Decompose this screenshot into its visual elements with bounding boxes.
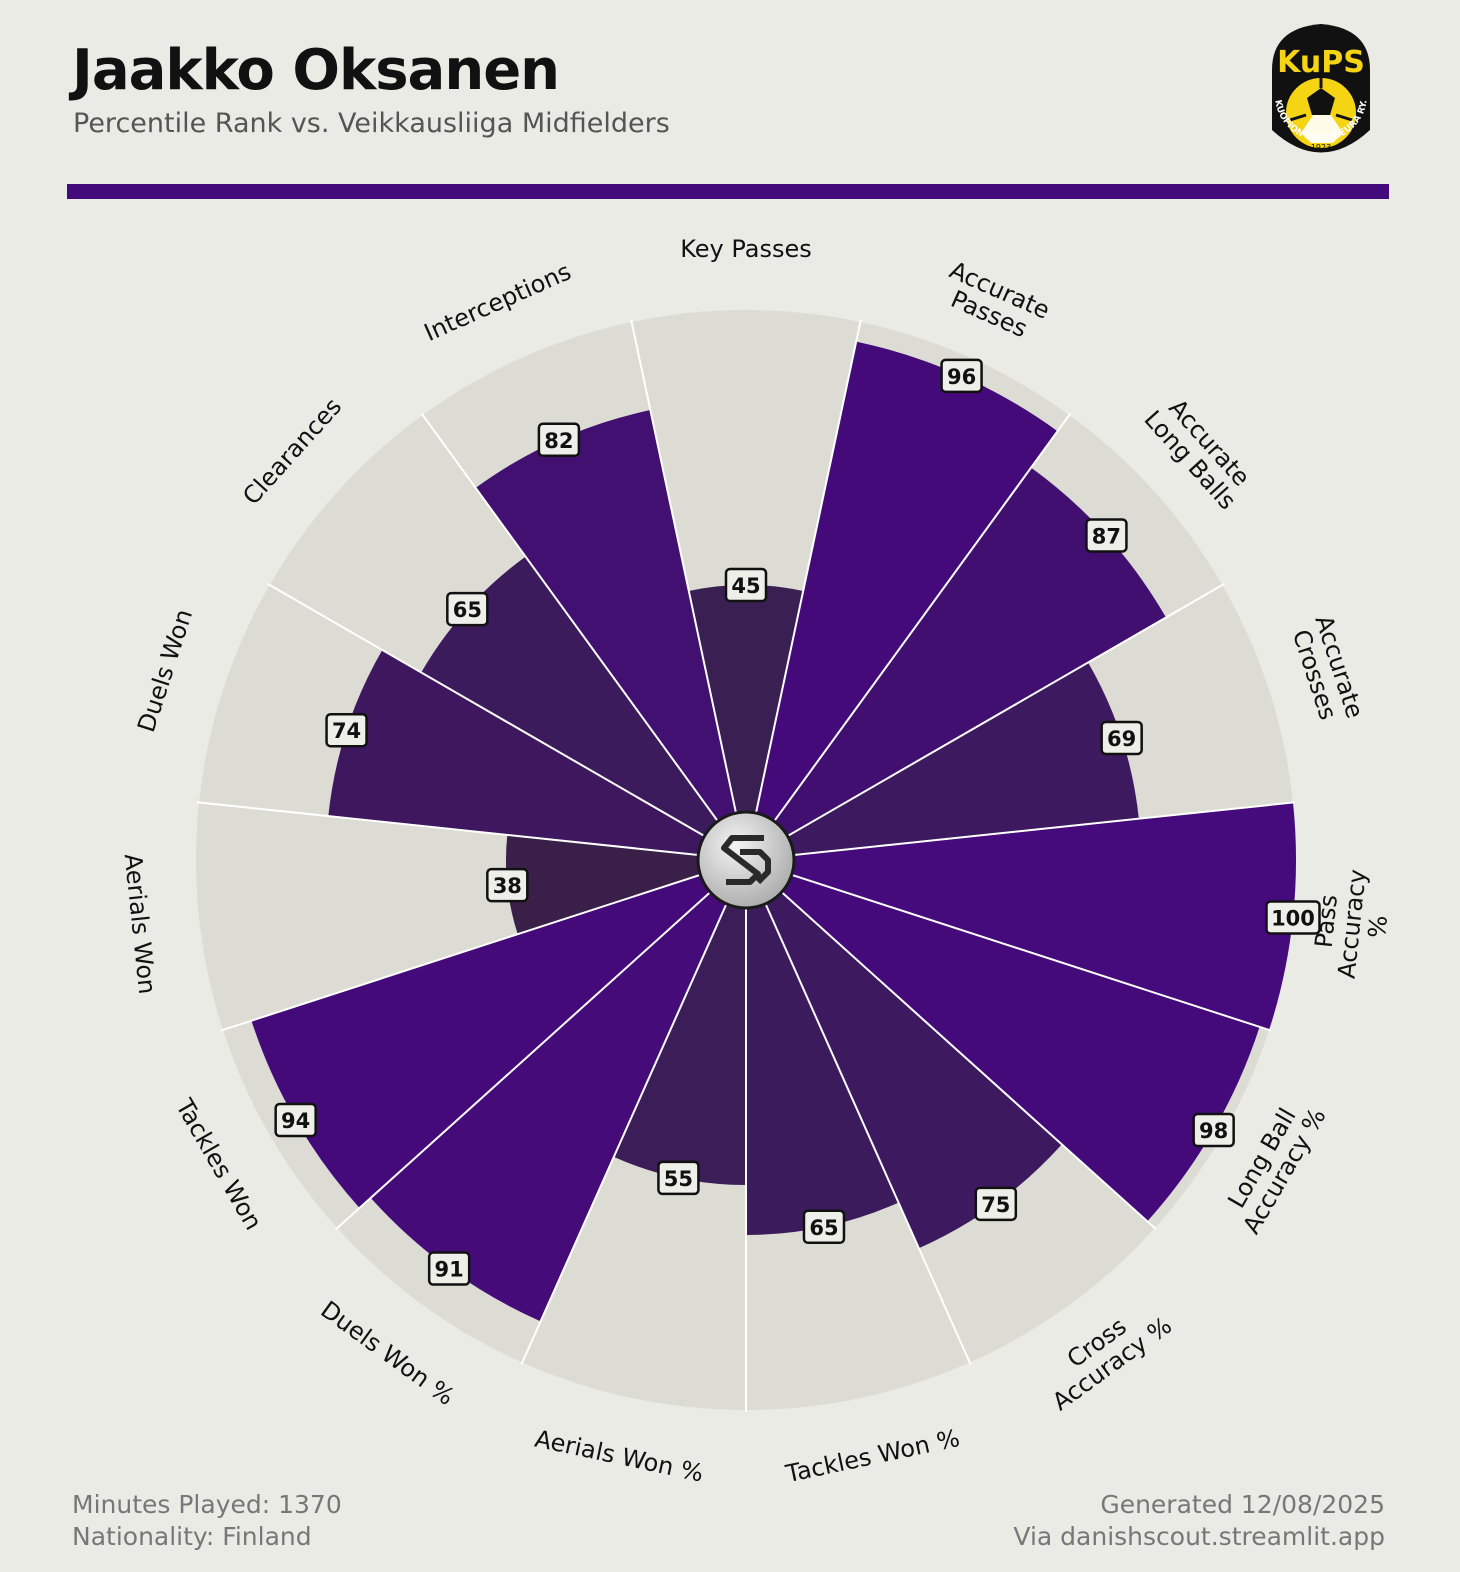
value-label: 91 — [435, 1258, 464, 1282]
value-label: 55 — [664, 1167, 693, 1191]
bar — [746, 341, 1058, 860]
value-label: 82 — [544, 429, 573, 453]
value-box — [427, 1251, 471, 1286]
value-box — [446, 591, 489, 627]
bar — [506, 834, 746, 935]
divider — [67, 184, 1389, 199]
separator — [520, 859, 747, 1365]
bar — [613, 860, 746, 1185]
bar — [328, 650, 746, 860]
value-label: 96 — [947, 365, 976, 389]
subtitle: Percentile Rank vs. Veikkausliiga Midfie… — [73, 108, 670, 139]
value-box — [1192, 1112, 1235, 1148]
value-labels: 45 96 87 69 100 98 75 65 55 91 94 38 74 65 82 — [274, 358, 1321, 1286]
separator — [220, 859, 747, 1032]
value-label: 65 — [453, 598, 482, 622]
value-box — [657, 1160, 700, 1196]
value-label: 69 — [1107, 727, 1136, 751]
value-box — [486, 867, 529, 903]
separator — [745, 583, 1225, 861]
minutes: Minutes Played: 1370 — [72, 1490, 342, 1519]
separator — [745, 859, 1157, 1231]
center-logo — [696, 810, 796, 910]
bar — [421, 556, 746, 860]
separator — [335, 859, 747, 1231]
value-box — [325, 712, 368, 748]
category-label: Key Passes — [680, 235, 812, 264]
separator — [745, 859, 972, 1365]
separator — [745, 319, 862, 861]
separator — [420, 412, 747, 861]
generated: Generated 12/08/2025 — [1100, 1490, 1385, 1519]
logo-text: KuPS — [1277, 45, 1365, 80]
bar — [370, 860, 746, 1322]
bar — [475, 410, 746, 860]
hub — [696, 810, 796, 910]
value-label: 100 — [1271, 906, 1315, 930]
value-label: 87 — [1092, 524, 1121, 548]
hub-mark — [721, 835, 771, 885]
bar — [746, 860, 1260, 1222]
separator — [745, 859, 1272, 1032]
bar — [746, 860, 899, 1235]
bar — [746, 662, 1139, 860]
value-label: 75 — [981, 1193, 1010, 1217]
value-box — [1100, 720, 1143, 756]
separators — [196, 319, 1296, 1412]
value-label: 74 — [332, 719, 361, 743]
logo-year: 1923 — [1311, 143, 1331, 152]
value-label: 45 — [731, 574, 760, 598]
separator — [745, 801, 1296, 861]
source: Via danishscout.streamlit.app — [1013, 1522, 1385, 1551]
value-label: 98 — [1199, 1119, 1228, 1143]
value-label: 94 — [281, 1109, 310, 1133]
club-logo: KuPS 1923 KUOPION PALLOSEURA RY. — [1272, 24, 1370, 153]
value-box — [974, 1186, 1018, 1222]
title: Jaakko Oksanen — [72, 38, 560, 103]
value-box — [724, 567, 768, 603]
separator — [630, 319, 747, 861]
value-label: 38 — [493, 874, 522, 898]
value-box — [274, 1102, 317, 1138]
separator — [745, 412, 1072, 861]
bars — [251, 341, 1296, 1322]
value-box — [802, 1209, 846, 1245]
value-box — [537, 422, 581, 458]
separator — [267, 583, 747, 861]
bar — [251, 860, 746, 1208]
value-box — [940, 358, 983, 394]
nationality: Nationality: Finland — [72, 1522, 312, 1551]
category-label: Pass Accuracy % — [1309, 867, 1393, 980]
bar — [746, 860, 1062, 1249]
bar — [746, 467, 1167, 860]
value-label: 65 — [809, 1216, 838, 1240]
bar — [688, 585, 804, 860]
separator — [196, 801, 747, 861]
value-box — [1265, 900, 1321, 935]
bar — [746, 802, 1296, 1030]
value-box — [1085, 518, 1128, 553]
